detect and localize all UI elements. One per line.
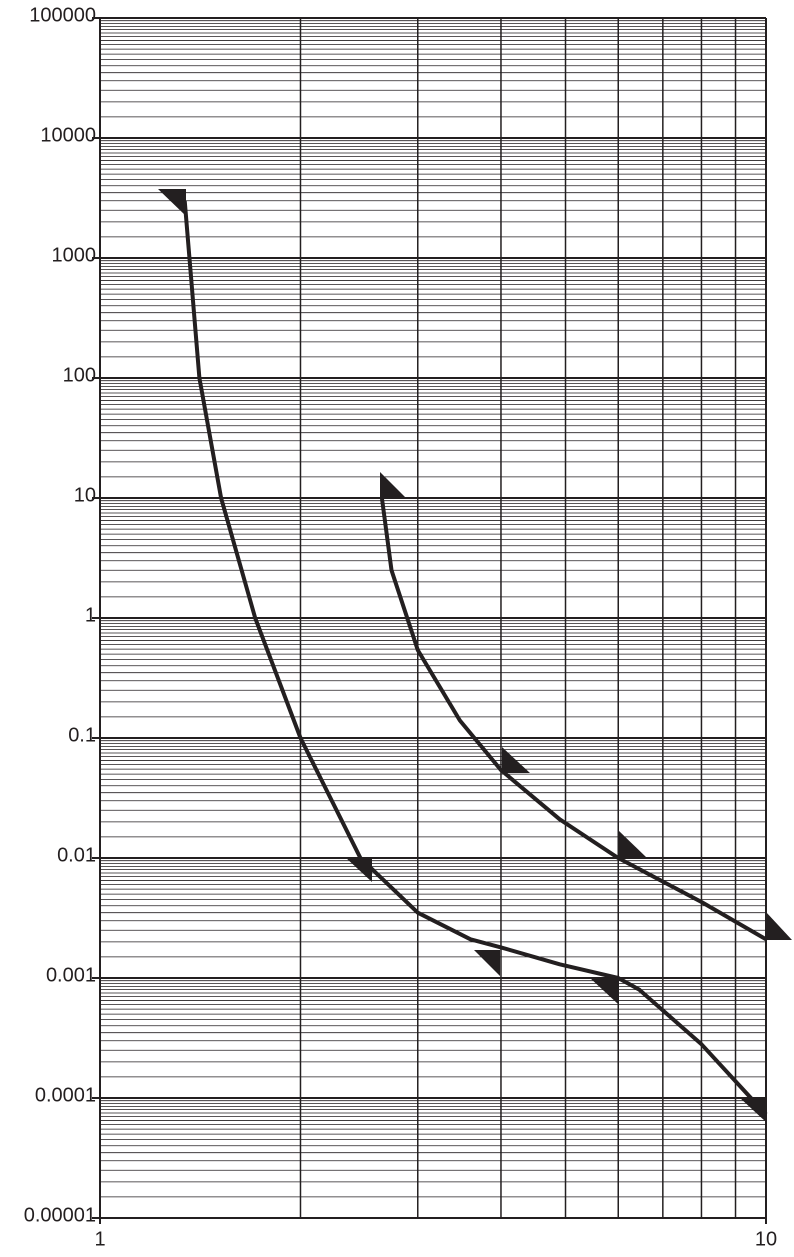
x-tick-label: 1: [94, 1228, 105, 1250]
y-tick-label: 0.1: [68, 724, 96, 746]
curves: [182, 200, 768, 1116]
arrow-markers: [158, 189, 792, 1122]
y-tick-label: 0.001: [46, 964, 96, 986]
arrow-marker: [740, 1098, 766, 1122]
arrow-marker: [502, 747, 530, 773]
y-tick-label: 10: [74, 484, 96, 506]
curve: [379, 497, 768, 942]
y-tick-label: 100000: [29, 4, 96, 26]
grid: [92, 17, 767, 1224]
y-tick-label: 0.00001: [24, 1204, 96, 1226]
arrow-marker: [618, 830, 646, 857]
y-tick-label: 10000: [40, 124, 96, 146]
curve: [182, 200, 768, 1116]
y-tick-label: 1000: [52, 244, 97, 266]
arrow-marker: [345, 857, 372, 882]
arrow-marker: [380, 472, 406, 498]
arrow-marker: [590, 978, 618, 1004]
y-tick-label: 100: [63, 364, 96, 386]
y-tick-label: 0.0001: [35, 1084, 96, 1106]
x-tick-label: 10: [755, 1228, 777, 1250]
arrow-marker: [474, 950, 500, 976]
arrow-marker: [766, 912, 792, 940]
y-tick-label: 1: [85, 604, 96, 626]
arrow-marker: [158, 189, 186, 216]
y-tick-label: 0.01: [57, 844, 96, 866]
